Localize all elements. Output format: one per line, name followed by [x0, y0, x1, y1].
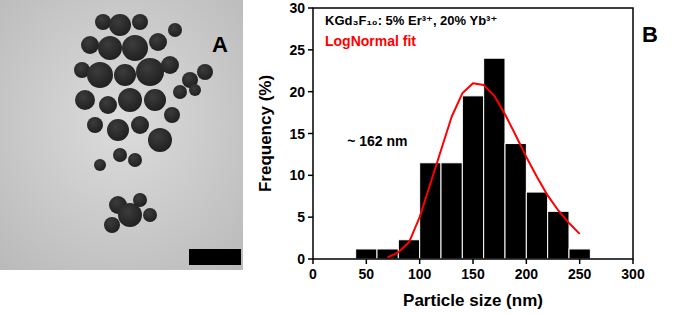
y-tick-label: 0: [297, 251, 305, 267]
panel-label: A: [212, 32, 228, 57]
x-tick: [419, 259, 421, 264]
x-axis-title: Particle size (nm): [403, 291, 543, 310]
chart-title: KGd₃F₁₀: 5% Er³⁺, 20% Yb³⁺: [325, 13, 497, 28]
particle: [132, 14, 148, 30]
histogram-bar: [505, 144, 526, 259]
tem-image: [0, 0, 243, 270]
x-tick: [472, 259, 474, 264]
x-tick: [632, 259, 634, 264]
x-tick-label: 100: [408, 266, 432, 282]
particle: [94, 159, 106, 171]
scale-bar: [189, 249, 241, 265]
particle: [148, 128, 172, 152]
particle: [122, 35, 148, 61]
y-tick: [308, 133, 313, 135]
x-tick-label: 300: [621, 266, 645, 282]
y-tick: [308, 7, 313, 9]
histogram-panel: 0 50 100 150 200 250 300 0 5 10 15 20 25 30 Particle s…: [256, 0, 658, 310]
histogram-bar: [569, 249, 590, 259]
histogram-bar: [526, 192, 547, 259]
y-tick-label: 25: [289, 42, 305, 58]
particle: [144, 89, 166, 111]
x-tick-label: 200: [515, 266, 539, 282]
y-tick: [308, 91, 313, 93]
particle: [161, 56, 179, 74]
y-tick: [308, 49, 313, 51]
x-tick: [366, 259, 368, 264]
y-tick: [308, 175, 313, 177]
x-tick: [579, 259, 581, 264]
figure: A 0 50 100 150 200 250 300 0 5 10 15 20 25 30 Particle …: [0, 0, 678, 314]
particle: [118, 88, 142, 112]
histogram-bar: [420, 163, 441, 259]
particle: [164, 107, 180, 123]
particle: [98, 36, 122, 60]
legend-entry: LogNormal fit: [325, 33, 416, 49]
particle: [189, 84, 201, 96]
histogram-bar: [441, 163, 462, 259]
particle: [75, 90, 95, 110]
x-tick-label: 50: [359, 266, 375, 282]
particle: [81, 36, 99, 54]
fit-line: [388, 83, 580, 257]
x-tick-label: 250: [568, 266, 592, 282]
particle: [95, 14, 111, 30]
particle: [168, 23, 182, 37]
particle: [173, 85, 187, 99]
histogram-bar: [356, 249, 377, 259]
x-tick: [526, 259, 528, 264]
x-tick-label: 0: [309, 266, 317, 282]
y-tick-label: 20: [289, 84, 305, 100]
y-tick-label: 5: [297, 209, 305, 225]
particle: [128, 153, 142, 167]
tem-panel: A: [0, 0, 243, 270]
y-tick: [308, 216, 313, 218]
particle: [131, 116, 149, 134]
particle: [149, 33, 167, 51]
plot-frame: [313, 8, 633, 259]
y-tick-label: 10: [289, 167, 305, 183]
particle: [99, 96, 117, 114]
panel-label: B: [642, 22, 658, 47]
particle: [104, 217, 120, 233]
particle: [109, 14, 131, 36]
particle: [107, 119, 129, 141]
particle: [136, 58, 164, 86]
histogram-bar: [462, 96, 483, 259]
particle: [133, 193, 147, 207]
particle: [197, 64, 213, 80]
particle: [113, 148, 127, 162]
marks: [356, 58, 591, 259]
particle: [87, 117, 103, 133]
y-tick: [308, 258, 313, 260]
particle: [114, 64, 136, 86]
annotation: ~ 162 nm: [347, 133, 407, 149]
x-tick-label: 150: [461, 266, 485, 282]
y-axis-title: Frequency (%): [256, 75, 275, 192]
y-tick-label: 30: [289, 0, 305, 16]
particle: [143, 208, 157, 222]
particle: [87, 62, 113, 88]
y-tick-label: 15: [289, 126, 305, 142]
